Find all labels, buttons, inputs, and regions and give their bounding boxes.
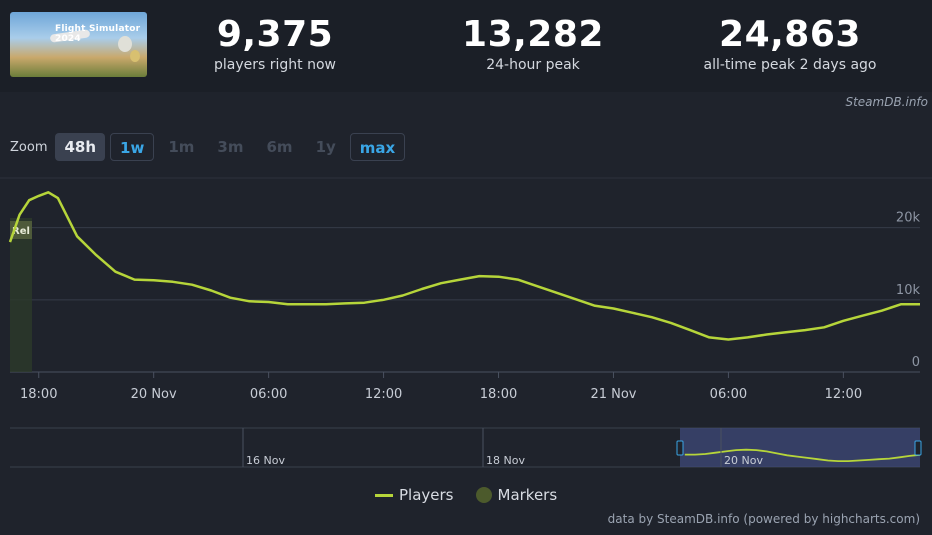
y-tick-label: 20k (896, 211, 921, 226)
x-tick-label: 20 Nov (131, 387, 177, 402)
zoom-1y-button[interactable]: 1y (315, 138, 336, 156)
navigator: 16 Nov 18 Nov 20 Nov (10, 427, 922, 468)
players-series-line (8, 191, 920, 341)
stat-24h-peak: 13,282 24-hour peak (423, 14, 643, 74)
release-band (10, 218, 32, 372)
zoom-1w-button[interactable]: 1w (110, 133, 155, 161)
x-tick-label: 18:00 (480, 387, 517, 402)
stat-label: players right now (214, 57, 336, 73)
y-tick-label: 10k (896, 283, 921, 298)
thumbnail-logo: Flight Simulator 2024 (55, 24, 141, 44)
navigator-selected-range (680, 428, 920, 467)
zoom-48h-button[interactable]: 48h (55, 133, 106, 161)
chart-plot-area: Rel (8, 191, 920, 372)
stat-value: 13,282 (462, 14, 604, 55)
stat-alltime-peak: 24,863 all-time peak 2 days ago (680, 14, 900, 74)
legend-players-swatch (375, 493, 393, 497)
balloon-icon (130, 50, 140, 62)
zoom-label: Zoom (10, 139, 48, 155)
stat-value: 24,863 (719, 14, 861, 55)
legend-players-label[interactable]: Players (399, 486, 454, 504)
annotation-label: Rel (12, 226, 30, 237)
x-tick-label: 18:00 (20, 387, 57, 402)
navigator-handle[interactable] (676, 440, 684, 456)
game-thumbnail[interactable]: Flight Simulator 2024 (10, 12, 147, 77)
y-axis: 0 10k 20k (896, 211, 921, 370)
stat-players-now: 9,375 players right now (165, 14, 385, 74)
navigator-tick-label: 20 Nov (724, 454, 763, 467)
navigator-handle[interactable] (914, 440, 922, 456)
legend-markers-label[interactable]: Markers (497, 486, 558, 504)
steamdb-brand-link[interactable]: SteamDB.info (845, 95, 928, 109)
stat-label: 24-hour peak (486, 57, 580, 73)
chart-grid (0, 177, 932, 373)
x-tick-label: 12:00 (365, 387, 402, 402)
balloon-icon (118, 36, 132, 52)
y-tick-label: 0 (912, 355, 920, 370)
stat-label: all-time peak 2 days ago (703, 57, 877, 73)
x-tick-label: 12:00 (825, 387, 862, 402)
zoom-6m-button[interactable]: 6m (266, 138, 293, 156)
x-tick-label: 21 Nov (590, 387, 636, 402)
chart-legend: Players Markers (375, 486, 557, 504)
zoom-3m-button[interactable]: 3m (217, 138, 244, 156)
zoom-controls: Zoom 48h 1w 1m 3m 6m 1y max (10, 132, 410, 162)
zoom-1m-button[interactable]: 1m (168, 138, 195, 156)
navigator-series-line (684, 448, 921, 462)
navigator-tick-label: 18 Nov (486, 454, 525, 467)
stats-header: Flight Simulator 2024 9,375 players righ… (0, 0, 932, 92)
x-tick-label: 06:00 (710, 387, 747, 402)
x-tick-label: 06:00 (250, 387, 287, 402)
stat-value: 9,375 (216, 14, 334, 55)
zoom-max-button[interactable]: max (349, 133, 406, 161)
navigator-tick-label: 16 Nov (246, 454, 285, 467)
x-axis: 18:00 20 Nov 06:00 12:00 18:00 21 Nov 06:00 12:… (10, 371, 920, 402)
legend-markers-swatch (475, 487, 492, 503)
chart-credit[interactable]: data by SteamDB.info (powered by highcha… (607, 512, 920, 526)
